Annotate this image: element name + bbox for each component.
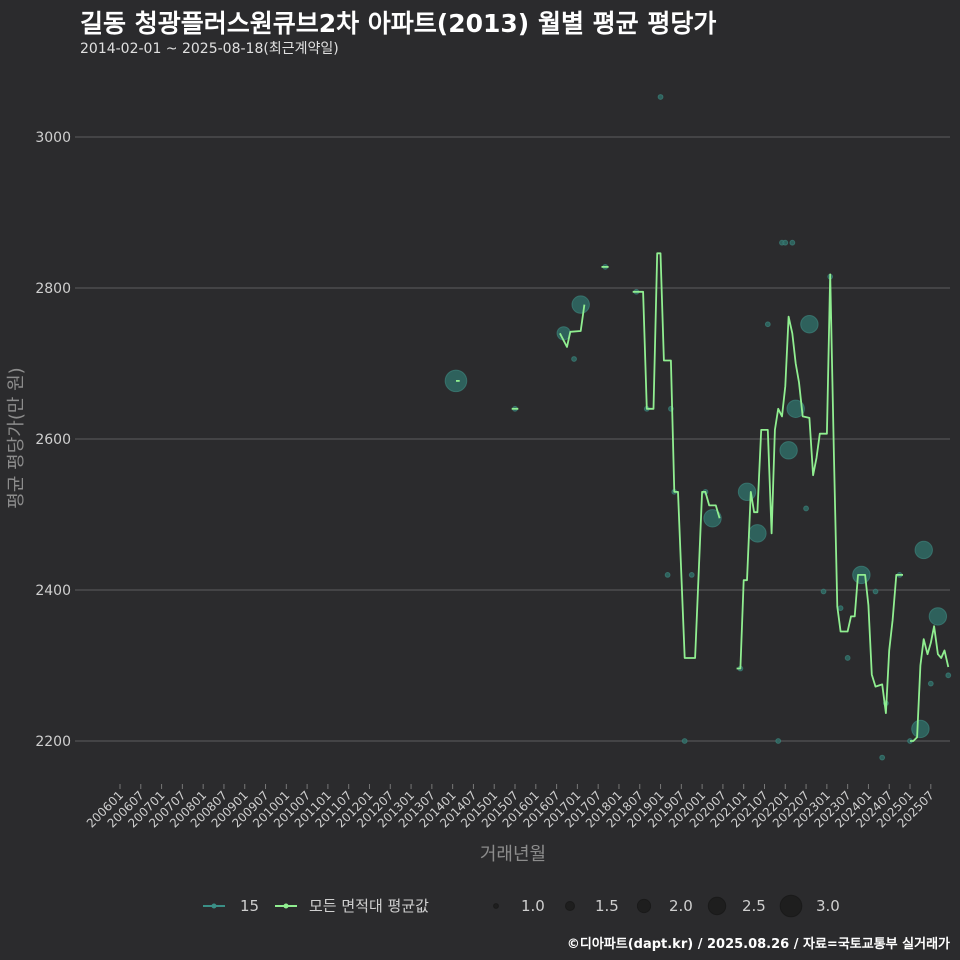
- bubble-point: [681, 738, 688, 744]
- legend-label-15: 15: [240, 897, 259, 915]
- legend-size-label: 1.0: [521, 897, 545, 915]
- legend-size-label: 1.5: [595, 897, 619, 915]
- bubble-point: [820, 588, 827, 595]
- bubble-point: [844, 655, 851, 661]
- legend-size-key: [779, 894, 803, 918]
- bubble-point: [928, 607, 948, 626]
- legend-size-label: 2.5: [742, 897, 766, 915]
- y-tick-label: 2600: [35, 432, 71, 448]
- legend: 15 모든 면적대 평균값 1.0 1.5 2.0 2.5 3.0: [203, 894, 840, 918]
- bubble-point: [775, 738, 782, 744]
- bubble-point: [664, 572, 671, 578]
- y-tick-label: 3000: [35, 130, 71, 146]
- bubble-point: [945, 672, 952, 679]
- y-tick-label: 2200: [35, 734, 71, 750]
- chart-title: 길동 청광플러스원큐브2차 아파트(2013) 월별 평균 평당가: [80, 9, 717, 38]
- bubble-point: [782, 239, 789, 246]
- legend-size-key: [707, 896, 727, 916]
- bubble-point: [803, 505, 809, 512]
- legend-key-15-dot: [211, 903, 217, 909]
- legend-size-key: [565, 901, 575, 911]
- bubble-point: [657, 94, 664, 100]
- legend-size-key: [636, 898, 652, 914]
- bubble-point: [927, 680, 934, 687]
- chart-subtitle: 2014-02-01 ~ 2025-08-18(최근계약일): [80, 41, 339, 57]
- bubble-point: [786, 399, 805, 418]
- bubble-point: [688, 572, 695, 578]
- legend-label-all-average: 모든 면적대 평균값: [309, 897, 429, 915]
- bubble-point: [914, 540, 933, 560]
- bubble-point: [789, 239, 796, 246]
- line-layer: [456, 252, 950, 742]
- bubble-point: [800, 315, 819, 334]
- series-line-segment: [559, 304, 586, 348]
- bubble-point: [571, 295, 590, 314]
- legend-size-key: [493, 903, 499, 909]
- series-line-segment: [910, 625, 950, 742]
- grid-lines: [75, 136, 950, 742]
- x-axis-title: 거래년월: [480, 844, 546, 865]
- legend-size-label: 3.0: [816, 897, 840, 915]
- legend-key-all-average-dot: [283, 903, 289, 909]
- bubble-point: [837, 605, 844, 612]
- bubble-point: [872, 588, 879, 595]
- x-axis: 2006012006072007012007072008012008072009…: [84, 784, 937, 831]
- source-caption: ©디아파트(dapt.kr) / 2025.08.26 / 자료=국토교통부 실…: [566, 937, 950, 952]
- series-line-segment: [736, 273, 903, 714]
- bubble-point: [737, 482, 757, 502]
- bubble-point: [764, 321, 771, 328]
- bubble-point: [779, 441, 798, 460]
- legend-size-label: 2.0: [669, 897, 693, 915]
- bubble-point: [703, 509, 722, 528]
- y-tick-label: 2800: [35, 281, 71, 297]
- bubble-point: [748, 524, 767, 543]
- bubble-point: [911, 719, 930, 739]
- bubble-point: [571, 356, 577, 362]
- series-line-segment: [632, 252, 721, 659]
- bubble-layer: [444, 94, 952, 761]
- y-tick-label: 2400: [35, 583, 71, 599]
- y-axis-title: 평균 평당가(만 원): [6, 367, 27, 508]
- bubble-point: [444, 369, 468, 393]
- bubble-point: [879, 754, 886, 761]
- y-axis: 2200 2400 2600 2800 3000: [35, 130, 71, 750]
